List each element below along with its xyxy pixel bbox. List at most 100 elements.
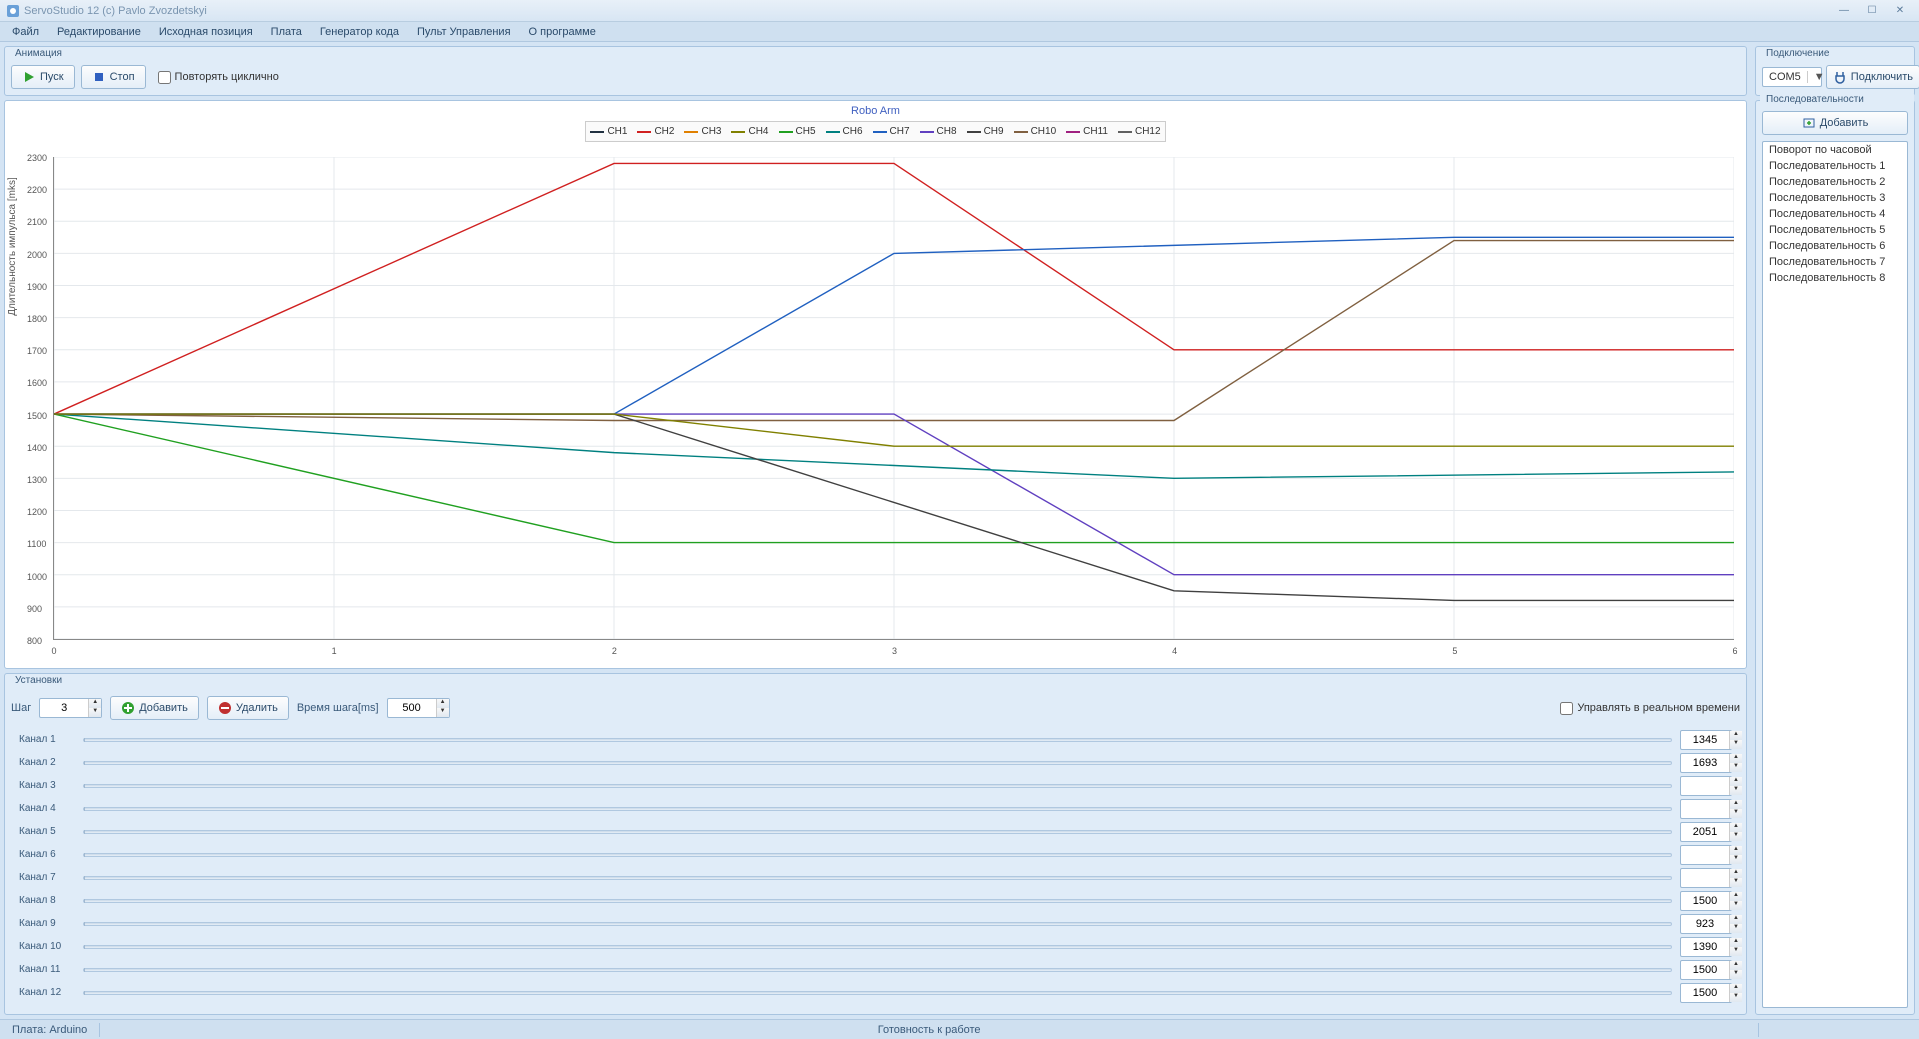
channel-slider-4[interactable] [83, 807, 1672, 811]
channel-value-input[interactable] [1681, 780, 1729, 792]
channel-value-input[interactable] [1681, 918, 1729, 930]
sequence-item-6[interactable]: Последовательность 6 [1763, 238, 1907, 254]
channel-value-spinner-8[interactable]: ▲▼ [1680, 891, 1732, 911]
sequence-item-5[interactable]: Последовательность 5 [1763, 222, 1907, 238]
legend-item-CH8: CH8 [920, 126, 957, 137]
channel-slider-9[interactable] [83, 922, 1672, 926]
statusbar: Плата: Arduino Готовность к работе [0, 1019, 1919, 1039]
step-spinner[interactable]: ▲▼ [39, 698, 102, 718]
steptime-input[interactable] [388, 702, 436, 714]
menu-0[interactable]: Файл [4, 24, 47, 40]
channel-slider-10[interactable] [83, 945, 1672, 949]
menu-5[interactable]: Пульт Управления [409, 24, 519, 40]
status-board: Плата: Arduino [0, 1024, 99, 1036]
menu-4[interactable]: Генератор кода [312, 24, 407, 40]
channel-value-spinner-4[interactable]: ▲▼ [1680, 799, 1732, 819]
legend-item-CH11: CH11 [1066, 126, 1108, 137]
menu-6[interactable]: О программе [521, 24, 604, 40]
channel-row-5: Канал 5 ▲▼ [19, 820, 1732, 843]
channel-value-spinner-5[interactable]: ▲▼ [1680, 822, 1732, 842]
play-button[interactable]: Пуск [11, 65, 75, 89]
channel-label: Канал 5 [19, 826, 75, 837]
add-step-button[interactable]: Добавить [110, 696, 199, 720]
channel-value-input[interactable] [1681, 941, 1729, 953]
connect-button[interactable]: Подключить [1826, 65, 1919, 89]
menubar: ФайлРедактированиеИсходная позицияПлатаГ… [0, 22, 1919, 42]
ytick: 1100 [27, 539, 46, 549]
realtime-checkbox-input[interactable] [1560, 702, 1573, 715]
steptime-up[interactable]: ▲ [437, 699, 449, 708]
sequence-item-3[interactable]: Последовательность 3 [1763, 190, 1907, 206]
channel-value-input[interactable] [1681, 849, 1729, 861]
sequence-item-2[interactable]: Последовательность 2 [1763, 174, 1907, 190]
channel-value-spinner-7[interactable]: ▲▼ [1680, 868, 1732, 888]
steptime-down[interactable]: ▼ [437, 708, 449, 717]
connect-label: Подключить [1851, 71, 1913, 83]
menu-2[interactable]: Исходная позиция [151, 24, 261, 40]
channel-label: Канал 1 [19, 734, 75, 745]
channel-slider-12[interactable] [83, 991, 1672, 995]
legend-item-CH7: CH7 [873, 126, 910, 137]
channel-value-spinner-9[interactable]: ▲▼ [1680, 914, 1732, 934]
channel-value-spinner-10[interactable]: ▲▼ [1680, 937, 1732, 957]
legend-item-CH1: CH1 [590, 126, 627, 137]
channel-value-input[interactable] [1681, 757, 1729, 769]
menu-3[interactable]: Плата [263, 24, 310, 40]
stop-button[interactable]: Стоп [81, 65, 146, 89]
ytick: 1900 [27, 282, 47, 292]
sequence-item-1[interactable]: Последовательность 1 [1763, 158, 1907, 174]
channel-value-input[interactable] [1681, 987, 1729, 999]
channel-slider-1[interactable] [83, 738, 1672, 742]
loop-checkbox-input[interactable] [158, 71, 171, 84]
sequence-item-0[interactable]: Поворот по часовой [1763, 142, 1907, 158]
channel-value-spinner-12[interactable]: ▲▼ [1680, 983, 1732, 1003]
channel-row-10: Канал 10▲▼ [19, 935, 1732, 958]
channel-slider-7[interactable] [83, 876, 1672, 880]
channel-value-input[interactable] [1681, 803, 1729, 815]
menu-1[interactable]: Редактирование [49, 24, 149, 40]
channel-value-input[interactable] [1681, 872, 1729, 884]
channel-slider-8[interactable] [83, 899, 1672, 903]
step-down[interactable]: ▼ [89, 708, 101, 717]
step-up[interactable]: ▲ [89, 699, 101, 708]
channel-value-spinner-11[interactable]: ▲▼ [1680, 960, 1732, 980]
channel-slider-2[interactable] [83, 761, 1672, 765]
sequence-item-7[interactable]: Последовательность 7 [1763, 254, 1907, 270]
add-sequence-button[interactable]: Добавить [1762, 111, 1908, 135]
channel-value-spinner-6[interactable]: ▲▼ [1680, 845, 1732, 865]
chart-plot [53, 157, 1734, 640]
sequence-item-4[interactable]: Последовательность 4 [1763, 206, 1907, 222]
channel-slider-5[interactable] [83, 830, 1672, 834]
steptime-spinner[interactable]: ▲▼ [387, 698, 450, 718]
delete-step-button[interactable]: Удалить [207, 696, 289, 720]
loop-checkbox[interactable]: Повторять циклично [158, 71, 279, 84]
window-title: ServoStudio 12 (c) Pavlo Zvozdetskyi [24, 5, 207, 17]
step-input[interactable] [40, 702, 88, 714]
channel-value-input[interactable] [1681, 895, 1729, 907]
channel-value-input[interactable] [1681, 964, 1729, 976]
close-button[interactable]: ✕ [1887, 3, 1913, 19]
channel-slider-6[interactable] [83, 853, 1672, 857]
ytick: 1200 [27, 507, 47, 517]
channel-slider-11[interactable] [83, 968, 1672, 972]
channel-value-spinner-1[interactable]: ▲▼ [1680, 730, 1732, 750]
sequence-list[interactable]: Поворот по часовойПоследовательность 1По… [1762, 141, 1908, 1008]
minimize-button[interactable]: — [1831, 3, 1857, 19]
channel-value-spinner-2[interactable]: ▲▼ [1680, 753, 1732, 773]
chart-title: Robo Arm [5, 101, 1746, 117]
connection-group: Подключение COM5 ▼ Подключить [1755, 46, 1915, 96]
ytick: 1000 [27, 572, 47, 582]
sequence-item-8[interactable]: Последовательность 8 [1763, 270, 1907, 286]
ytick: 1500 [27, 411, 47, 421]
realtime-checkbox[interactable]: Управлять в реальном времени [1560, 702, 1740, 715]
channel-slider-3[interactable] [83, 784, 1672, 788]
legend-item-CH6: CH6 [826, 126, 863, 137]
port-combo[interactable]: COM5 ▼ [1762, 67, 1822, 87]
channel-value-spinner-3[interactable]: ▲▼ [1680, 776, 1732, 796]
channel-value-input[interactable] [1681, 734, 1729, 746]
port-value: COM5 [1763, 71, 1807, 83]
ytick: 1600 [27, 378, 47, 388]
channel-value-input[interactable] [1681, 826, 1729, 838]
maximize-button[interactable]: ☐ [1859, 3, 1885, 19]
channel-label: Канал 7 [19, 872, 75, 883]
